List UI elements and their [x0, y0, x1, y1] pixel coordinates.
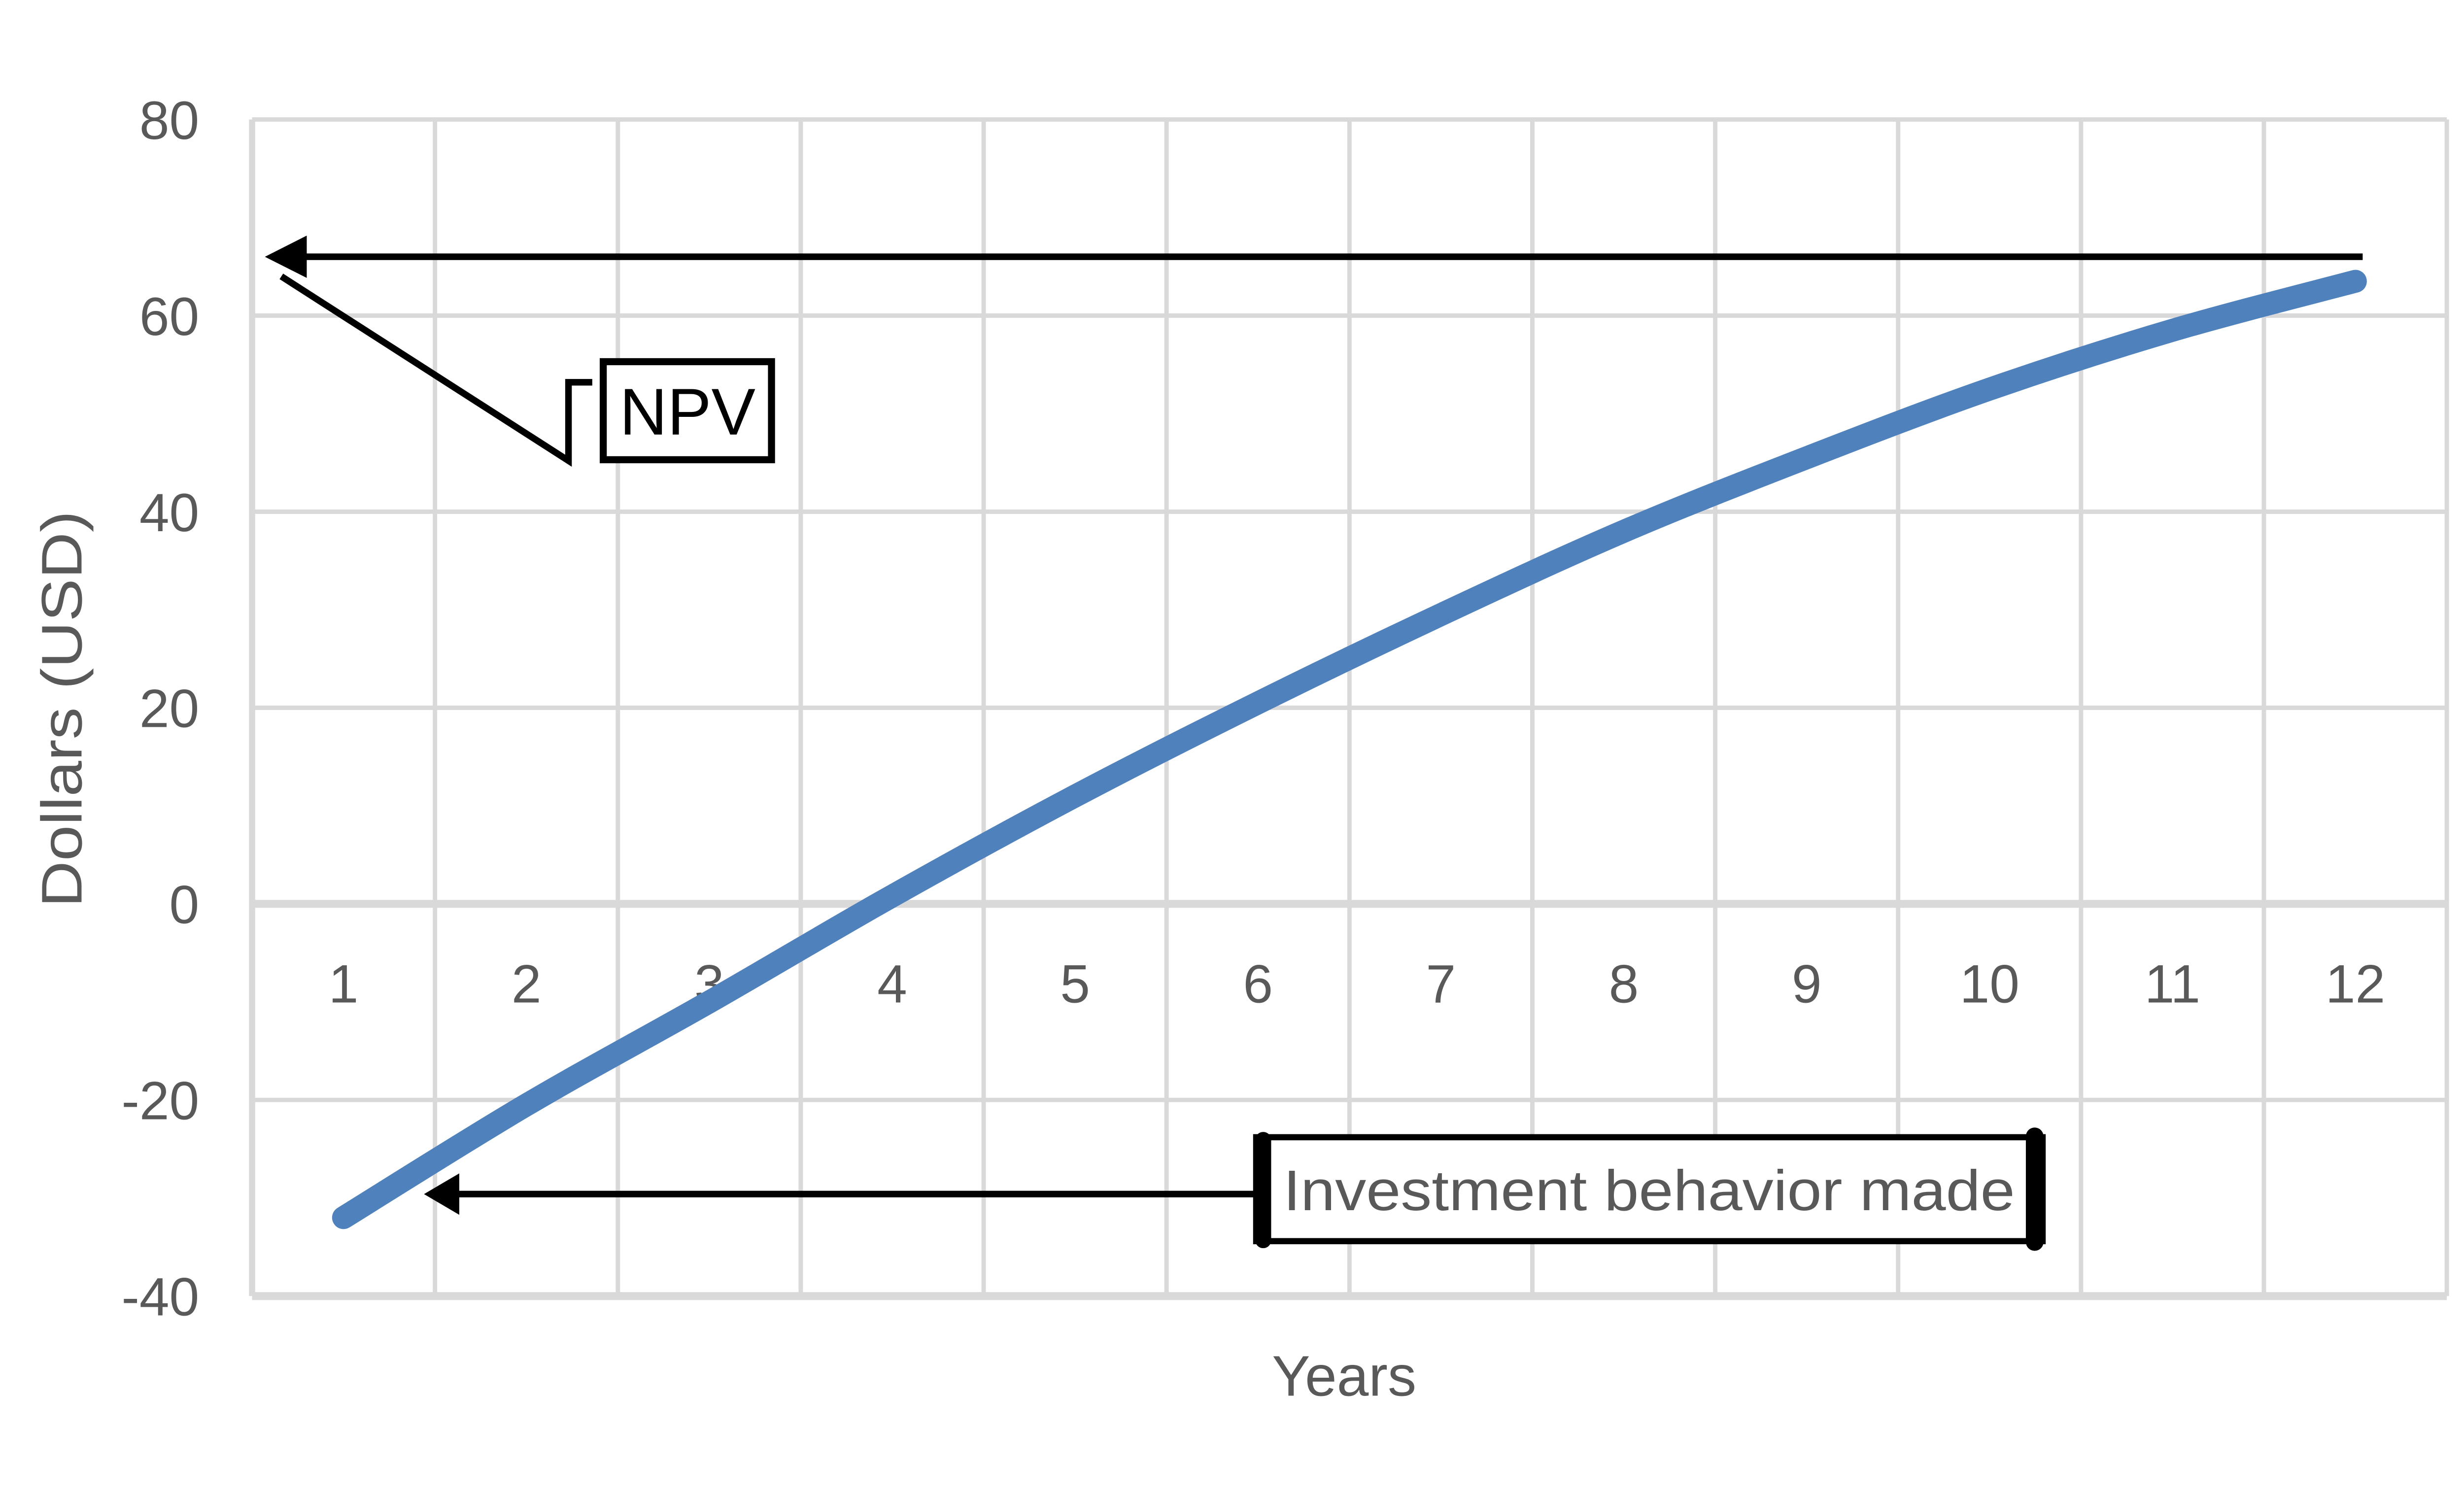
npv-callout	[265, 236, 2363, 467]
y-tick-label: 20	[139, 679, 199, 739]
investment-label: Investment behavior made	[1283, 1158, 2015, 1222]
y-tick-label: 80	[139, 91, 199, 151]
npv-box	[599, 358, 775, 464]
arrow-head	[424, 1173, 459, 1215]
series-curve	[332, 270, 2367, 1229]
y-tick-label: 40	[139, 483, 199, 543]
investment-callout	[424, 1127, 2046, 1251]
x-tick-label: 11	[2145, 954, 2200, 1015]
x-axis-tick-labels: 1 2 3 4 5 6 7 8 9 10 11 12	[329, 954, 2385, 1015]
y-tick-label: 60	[139, 287, 199, 347]
x-tick-label: 8	[1609, 954, 1639, 1015]
npv-label: NPV	[619, 375, 755, 449]
x-tick-label: 6	[1243, 954, 1273, 1015]
x-tick-label: 4	[877, 954, 907, 1015]
x-tick-label: 10	[1960, 954, 2019, 1015]
x-tick-label: 9	[1792, 954, 1822, 1015]
x-tick-label: 1	[329, 954, 359, 1015]
x-tick-label: 12	[2326, 954, 2385, 1015]
npv-series-line	[332, 270, 2367, 1229]
gridlines	[249, 117, 2449, 1300]
x-tick-label: 7	[1426, 954, 1456, 1015]
y-tick-label: 0	[170, 875, 200, 935]
x-axis-title: Years	[1272, 1344, 1416, 1408]
npv-leader-line	[279, 273, 592, 467]
y-tick-label: -40	[122, 1267, 200, 1327]
arrow-head	[265, 236, 307, 278]
x-tick-label: 5	[1060, 954, 1090, 1015]
x-tick-label: 2	[512, 954, 542, 1015]
y-axis-title: Dollars (USD)	[30, 511, 94, 908]
y-tick-label: -20	[122, 1071, 200, 1131]
y-axis-tick-labels: 80 60 40 20 0 -20 -40	[122, 91, 200, 1327]
